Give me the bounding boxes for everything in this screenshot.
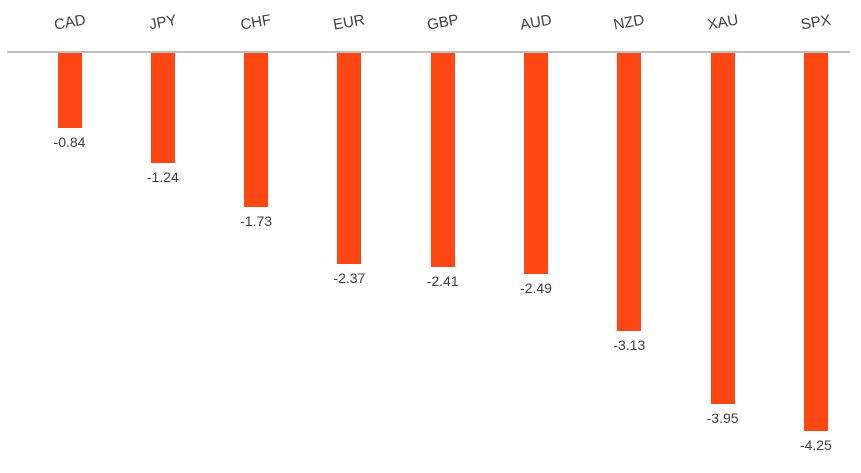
bar [803, 53, 828, 431]
category-label: GBP [425, 11, 460, 34]
category-label: AUD [518, 11, 553, 34]
bar [524, 53, 548, 274]
value-label: -2.49 [520, 280, 552, 296]
category-label: SPX [799, 11, 833, 34]
bar [150, 53, 175, 163]
bar [710, 53, 735, 404]
value-label: -3.13 [613, 337, 646, 353]
category-label: CHF [239, 11, 273, 34]
value-label: -0.84 [53, 134, 86, 150]
value-label: -4.25 [799, 437, 832, 453]
value-label: -2.41 [426, 273, 459, 289]
category-label: XAU [705, 11, 740, 34]
value-label: -2.37 [333, 270, 366, 286]
zero-axis-line [7, 51, 850, 53]
bar [337, 53, 362, 264]
value-label: -1.73 [240, 213, 273, 229]
value-label: -3.95 [706, 410, 739, 426]
bar [617, 53, 642, 331]
bar [244, 53, 269, 207]
bar [430, 53, 455, 267]
bar [57, 53, 82, 128]
category-label: NZD [612, 11, 646, 34]
category-label: JPY [147, 11, 178, 34]
category-label: CAD [52, 11, 87, 34]
value-label: -1.24 [146, 169, 179, 185]
category-label: EUR [332, 11, 367, 34]
